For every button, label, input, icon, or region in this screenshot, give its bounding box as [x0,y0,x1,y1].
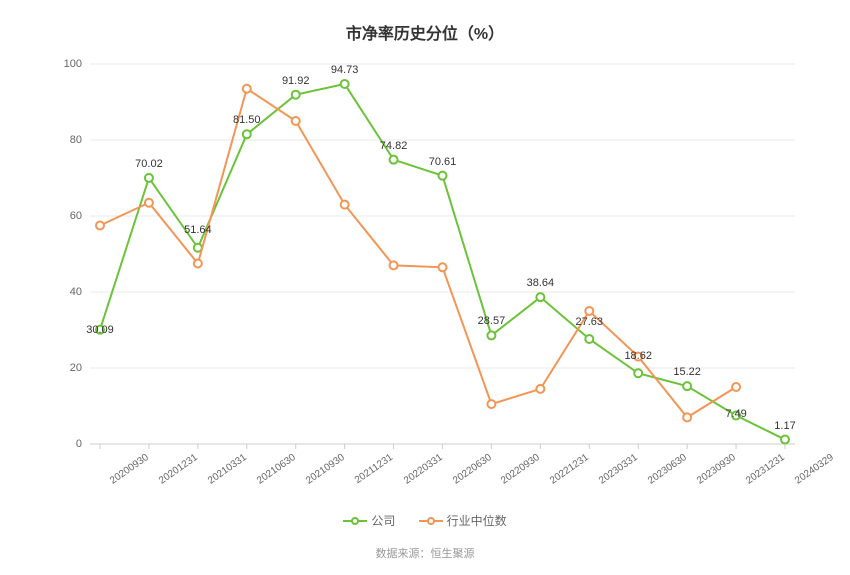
legend-item-company[interactable]: 公司 [343,512,395,529]
x-tick-label: 20220331 [402,452,445,487]
data-label: 1.17 [774,420,795,432]
data-label: 91.92 [282,75,310,87]
data-source: 数据来源：恒生聚源 [40,545,810,561]
chart-container: 市净率历史分位（%） 0 20 40 60 80 100 30.09 70.02 51.64 81… [0,0,850,575]
data-label: 81.50 [233,114,261,126]
data-label: 70.61 [429,156,457,168]
data-label: 27.63 [576,316,604,328]
legend-marker-industry-icon [419,515,443,527]
x-tick-label: 20200930 [108,452,151,487]
data-label: 15.22 [673,366,701,378]
data-label: 28.57 [478,315,506,327]
x-tick-label: 20210930 [304,452,347,487]
y-tick-label: 40 [70,286,82,298]
x-tick-label: 20210630 [255,452,298,487]
legend-item-industry[interactable]: 行业中位数 [419,512,507,529]
data-label: 51.64 [184,224,212,236]
chart-svg [90,64,795,444]
x-tick-label: 20211231 [353,452,395,486]
y-tick-label: 20 [70,362,82,374]
legend-label-industry: 行业中位数 [447,512,507,529]
y-tick-label: 60 [70,210,82,222]
legend-label-company: 公司 [371,512,395,529]
x-tick-label: 20231231 [744,452,787,487]
x-tick-label: 20201231 [157,452,200,487]
x-tick-label: 20230331 [597,452,640,487]
y-tick-label: 80 [70,134,82,146]
data-label: 7.49 [725,408,746,420]
data-label: 30.09 [86,324,114,336]
data-label: 70.02 [135,158,163,170]
x-tick-label: 20220930 [499,452,542,487]
y-tick-label: 0 [76,438,82,450]
x-tick-label: 20220630 [451,452,494,487]
data-source-prefix: 数据来源： [376,548,431,560]
data-label: 18.62 [624,350,652,362]
data-label: 38.64 [527,277,555,289]
x-tick-label: 20240329 [793,452,836,487]
x-tick-label: 20221231 [548,452,591,487]
legend-marker-company-icon [343,515,367,527]
x-tick-label: 20210331 [206,452,249,487]
data-label: 74.82 [380,140,408,152]
x-tick-label: 20230630 [646,452,689,487]
y-tick-label: 100 [64,58,82,70]
x-tick-label: 20230930 [695,452,738,487]
legend: 公司 行业中位数 [40,512,810,530]
plot-area: 02040608010030.0970.0251.6481.5091.9294.… [90,64,795,444]
data-label: 94.73 [331,64,359,76]
chart-title: 市净率历史分位（%） [40,20,810,44]
x-axis-labels: 2020093020201231202103312021063020210930… [90,444,795,504]
data-source-name: 恒生聚源 [431,548,475,560]
